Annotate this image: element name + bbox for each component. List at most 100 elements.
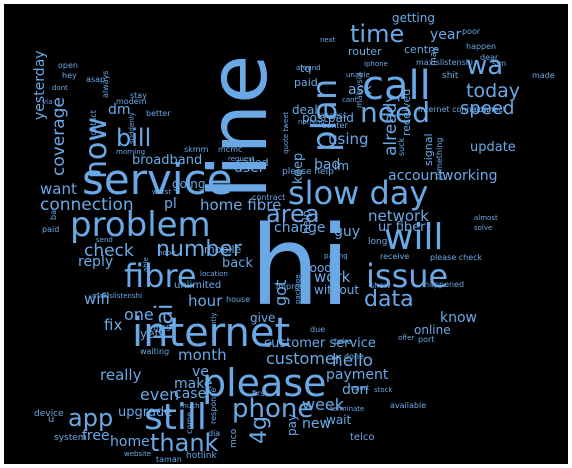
word-now: now [79, 117, 114, 179]
word-malaysia: malaysia [355, 72, 364, 108]
word-system: system [54, 433, 87, 443]
word-suddenly: suddenly [128, 112, 136, 144]
word-better: better [146, 109, 171, 118]
word-quote-tweet: quote tweet [282, 111, 290, 154]
word-hi: hi [250, 202, 350, 330]
word-ask: ask [348, 82, 373, 98]
word-dear: dear [480, 53, 499, 62]
word-paying: paying [324, 252, 348, 260]
word-package: package [294, 274, 302, 304]
word-suck: suck [397, 137, 406, 156]
word-connection: connection [40, 195, 134, 215]
word-yet: yet [140, 327, 159, 341]
word-dia: dia [208, 429, 220, 438]
word-cant: cant [342, 96, 358, 104]
word-come: come [185, 412, 194, 434]
word-change: change [274, 220, 326, 236]
word-long: long [368, 237, 387, 247]
word-app: app [68, 404, 113, 432]
word-service: service [82, 155, 232, 204]
word-customer: customer [266, 349, 342, 368]
word-terminate: terminate [330, 405, 364, 413]
word-received: received [400, 89, 413, 136]
word-account: account [388, 168, 444, 184]
word-home: home [110, 434, 150, 450]
word-using: using [328, 130, 369, 148]
word-cloud: hi line service internet please slow day probl… [4, 4, 568, 464]
word-worst: worst [152, 188, 172, 196]
word-made: made [532, 71, 555, 80]
word-upgrade: upgrade [118, 405, 172, 420]
word-response: response [209, 388, 218, 424]
word-unable: unable [346, 71, 370, 79]
word-receive: receive [380, 252, 409, 261]
word-available: available [390, 401, 426, 410]
word-done: done [344, 352, 364, 361]
word-router: router [348, 45, 382, 58]
word-offer: offer [398, 334, 414, 342]
word-telco: telco [350, 432, 374, 443]
word-even: even [140, 385, 179, 404]
word-fibre: fibre [124, 257, 197, 295]
word-yesterday: yesterday [32, 50, 48, 120]
word-ve: ve [192, 364, 209, 380]
word-location: location [200, 270, 228, 278]
word-area: area [266, 200, 320, 228]
word-payment: payment [326, 367, 389, 383]
word-postpaid: postpaid [302, 111, 354, 125]
word-number: number [156, 237, 243, 262]
word-asap: asap [86, 75, 105, 84]
word-bar: bar [49, 206, 58, 220]
word-plan: plan [305, 79, 345, 152]
word-wa: wa [466, 51, 503, 81]
word-centre: centre [404, 43, 439, 56]
word-good: good [302, 261, 332, 275]
word-im: im [334, 159, 349, 173]
word-need: need [360, 96, 430, 129]
word-today: today [466, 80, 520, 102]
word-data: data [364, 287, 414, 312]
word-give: give [250, 311, 275, 325]
word-maxislistenshi: maxislistenshi [416, 58, 473, 67]
word-4g: 4g [247, 416, 272, 444]
word-keep: keep [291, 153, 306, 184]
word-take: take [334, 337, 351, 346]
word-please-help: please help [282, 167, 334, 177]
word-stock: stock [374, 386, 394, 394]
word-modem: modem [116, 97, 147, 106]
word-customer-service: customer service [264, 336, 376, 351]
word-ur-fiber: ur fiber [378, 220, 426, 235]
word-coverage: coverage [49, 97, 69, 176]
word-guy: guy [334, 224, 360, 240]
word-month: month [178, 346, 227, 364]
word-bad: bad [314, 157, 340, 173]
word-send: send [96, 236, 113, 244]
word-solve: solve [474, 224, 492, 232]
word-currently: currently [210, 313, 218, 344]
word-thank: thank [150, 429, 219, 457]
word-happened: happened [424, 280, 464, 289]
word-deal: deal [292, 103, 318, 117]
word-paid: paid [294, 76, 318, 89]
word-please: please [202, 361, 327, 405]
word-back: back [222, 256, 253, 271]
word-access: access [320, 111, 347, 120]
word-mcmc: mcmc [218, 145, 242, 154]
word-iphone: iphone [364, 60, 388, 68]
word-online: online [414, 323, 451, 337]
word-year: year [430, 27, 461, 43]
word-unlimited: unlimited [174, 280, 221, 291]
word-problem: problem [70, 205, 211, 245]
word-maxislistenshi: maxislistenshi [92, 292, 142, 300]
word-internet-connection: internet connection [418, 105, 496, 114]
word-user: user [234, 160, 265, 176]
word-getting: getting [392, 11, 435, 25]
word-already: already [381, 93, 401, 156]
word-internet: internet [132, 310, 290, 356]
word-via: via [42, 98, 52, 106]
word-one: one [124, 305, 154, 324]
word-work: work [314, 268, 351, 286]
word-dm: dm [108, 102, 131, 118]
